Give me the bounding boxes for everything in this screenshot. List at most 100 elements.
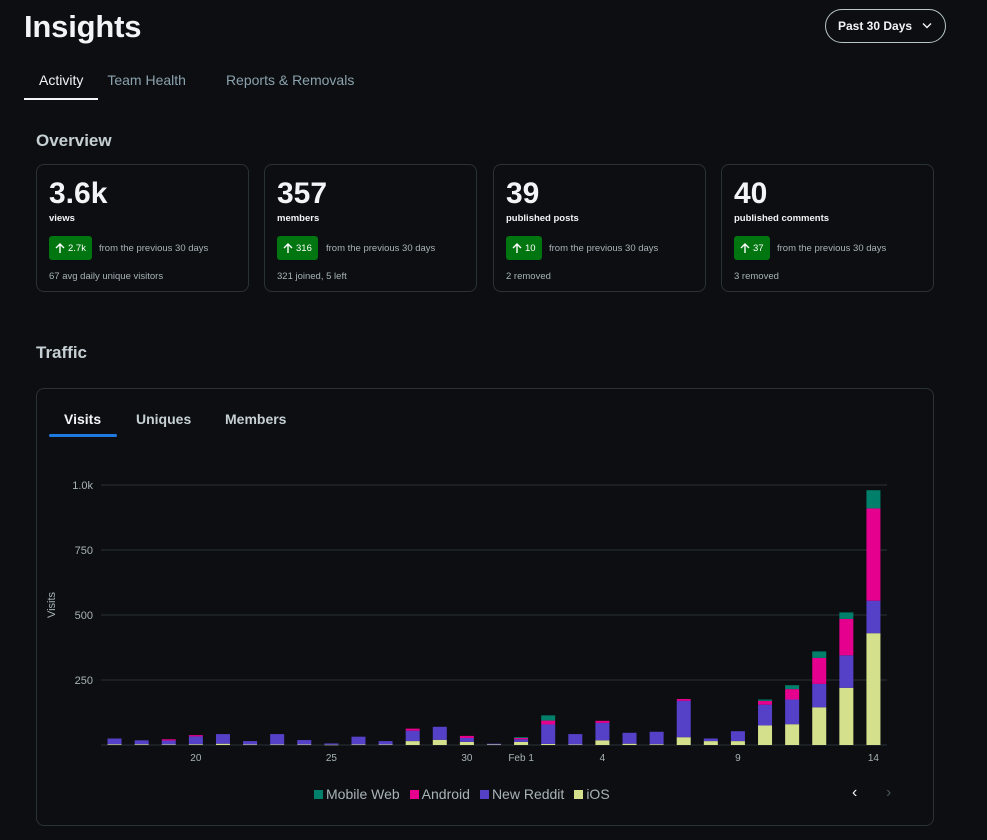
legend-item-android[interactable]: Android bbox=[409, 786, 470, 802]
bar-segment-android[interactable] bbox=[541, 720, 556, 725]
bar-segment-new-reddit[interactable] bbox=[243, 741, 258, 745]
bar-segment-ios[interactable] bbox=[324, 744, 339, 746]
bar-segment-ios[interactable] bbox=[188, 744, 203, 745]
bar-segment-new-reddit[interactable] bbox=[297, 740, 312, 745]
bar-segment-android[interactable] bbox=[676, 698, 691, 701]
bar-segment-ios[interactable] bbox=[243, 744, 258, 745]
bar-segment-new-reddit[interactable] bbox=[351, 736, 366, 745]
bar-segment-new-reddit[interactable] bbox=[812, 683, 827, 708]
bar-segment-new-reddit[interactable] bbox=[866, 600, 881, 634]
y-tick-label: 500 bbox=[75, 610, 93, 622]
bar-segment-ios[interactable] bbox=[487, 744, 501, 745]
bar-segment-android[interactable] bbox=[839, 618, 854, 656]
date-range-label: Past 30 Days bbox=[838, 19, 913, 33]
bar-segment-mobile-web[interactable] bbox=[839, 612, 854, 619]
bar-segment-new-reddit[interactable] bbox=[378, 741, 393, 745]
bar-segment-android[interactable] bbox=[161, 739, 176, 741]
bar-segment-ios[interactable] bbox=[541, 743, 556, 745]
bar-segment-android[interactable] bbox=[459, 735, 474, 738]
bar-segment-new-reddit[interactable] bbox=[541, 724, 556, 744]
bar-segment-new-reddit[interactable] bbox=[649, 731, 664, 745]
bar-segment-ios[interactable] bbox=[758, 725, 773, 746]
tab-uniques[interactable]: Uniques bbox=[136, 411, 192, 427]
legend-item-ios[interactable]: iOS bbox=[574, 786, 610, 802]
tab-activity[interactable]: Activity bbox=[24, 62, 99, 100]
x-tick-label: 20 bbox=[190, 753, 202, 764]
legend-item-new-reddit[interactable]: New Reddit bbox=[479, 786, 564, 802]
bar-segment-new-reddit[interactable] bbox=[758, 704, 773, 726]
bar-segment-mobile-web[interactable] bbox=[758, 699, 773, 701]
tab-visits[interactable]: Visits bbox=[64, 411, 102, 427]
bar-segment-ios[interactable] bbox=[215, 743, 230, 745]
bar-segment-android[interactable] bbox=[405, 728, 420, 731]
bar-segment-new-reddit[interactable] bbox=[676, 700, 691, 738]
bar-segment-ios[interactable] bbox=[161, 744, 176, 745]
arrow-up-icon bbox=[512, 242, 522, 253]
bar-segment-new-reddit[interactable] bbox=[432, 726, 447, 740]
chart-next-button[interactable]: › bbox=[886, 784, 892, 801]
bar-segment-new-reddit[interactable] bbox=[188, 736, 203, 745]
bar-segment-new-reddit[interactable] bbox=[839, 655, 854, 688]
bar-segment-mobile-web[interactable] bbox=[812, 651, 827, 658]
bar-segment-android[interactable] bbox=[866, 508, 881, 601]
chart-prev-button[interactable]: ‹ bbox=[852, 784, 858, 801]
bar-segment-new-reddit[interactable] bbox=[785, 699, 800, 725]
tab-team-health[interactable]: Team Health bbox=[107, 72, 186, 88]
bar-segment-ios[interactable] bbox=[866, 633, 881, 745]
bar-segment-ios[interactable] bbox=[514, 741, 529, 745]
bar-segment-mobile-web[interactable] bbox=[785, 685, 800, 690]
bar-segment-ios[interactable] bbox=[378, 744, 393, 745]
stat-footer: 67 avg daily unique visitors bbox=[49, 271, 164, 282]
stat-label: published posts bbox=[506, 213, 579, 224]
bar-segment-android[interactable] bbox=[188, 735, 203, 737]
bar-segment-ios[interactable] bbox=[568, 744, 583, 745]
bar-segment-ios[interactable] bbox=[649, 744, 664, 745]
bar-segment-ios[interactable] bbox=[839, 687, 854, 745]
bar-segment-mobile-web[interactable] bbox=[541, 715, 556, 721]
bar-segment-new-reddit[interactable] bbox=[134, 740, 149, 745]
bar-segment-android[interactable] bbox=[595, 720, 610, 723]
bar-segment-ios[interactable] bbox=[351, 744, 366, 745]
bar-segment-ios[interactable] bbox=[812, 707, 827, 745]
bar-segment-new-reddit[interactable] bbox=[107, 738, 122, 745]
legend-label: iOS bbox=[586, 786, 610, 802]
bar-segment-new-reddit[interactable] bbox=[215, 734, 230, 744]
bar-segment-ios[interactable] bbox=[405, 741, 420, 745]
bar-segment-new-reddit[interactable] bbox=[595, 722, 610, 741]
bar-segment-ios[interactable] bbox=[676, 737, 691, 745]
bar-segment-new-reddit[interactable] bbox=[622, 732, 637, 744]
bar-segment-new-reddit[interactable] bbox=[514, 739, 529, 742]
bar-segment-android[interactable] bbox=[514, 737, 529, 740]
bar-segment-android[interactable] bbox=[812, 657, 827, 684]
bar-segment-mobile-web[interactable] bbox=[514, 737, 529, 738]
bar-segment-ios[interactable] bbox=[270, 744, 285, 745]
bar-segment-ios[interactable] bbox=[730, 741, 745, 745]
legend-item-mobile-web[interactable]: Mobile Web bbox=[314, 786, 400, 802]
bar-segment-new-reddit[interactable] bbox=[703, 738, 718, 742]
bar-segment-new-reddit[interactable] bbox=[161, 740, 176, 745]
bar-segment-ios[interactable] bbox=[703, 741, 718, 745]
bar-segment-ios[interactable] bbox=[595, 740, 610, 745]
bar-segment-new-reddit[interactable] bbox=[324, 743, 339, 745]
bar-segment-ios[interactable] bbox=[785, 724, 800, 745]
bar-segment-new-reddit[interactable] bbox=[568, 734, 583, 745]
bar-segment-new-reddit[interactable] bbox=[487, 743, 501, 745]
bar-segment-new-reddit[interactable] bbox=[405, 730, 420, 742]
tab-reports-removals[interactable]: Reports & Removals bbox=[225, 72, 355, 88]
bar-segment-ios[interactable] bbox=[297, 744, 312, 745]
bar-segment-new-reddit[interactable] bbox=[730, 731, 745, 742]
bar-segment-android[interactable] bbox=[758, 700, 773, 705]
bar-segment-mobile-web[interactable] bbox=[866, 490, 881, 509]
bar-segment-android[interactable] bbox=[785, 689, 800, 700]
bar-segment-ios[interactable] bbox=[622, 743, 637, 745]
bar-segment-new-reddit[interactable] bbox=[270, 734, 285, 745]
stat-card-published-comments: 40 published comments 37 from the previo… bbox=[721, 164, 934, 292]
bar-segment-ios[interactable] bbox=[107, 744, 122, 745]
bar-segment-ios[interactable] bbox=[134, 744, 149, 745]
delta-value: 2.7k bbox=[68, 242, 86, 254]
bar-segment-ios[interactable] bbox=[459, 741, 474, 745]
tab-members[interactable]: Members bbox=[225, 411, 287, 427]
bar-segment-new-reddit[interactable] bbox=[459, 737, 474, 742]
bar-segment-ios[interactable] bbox=[432, 739, 447, 745]
date-range-dropdown[interactable]: Past 30 Days bbox=[825, 9, 946, 43]
